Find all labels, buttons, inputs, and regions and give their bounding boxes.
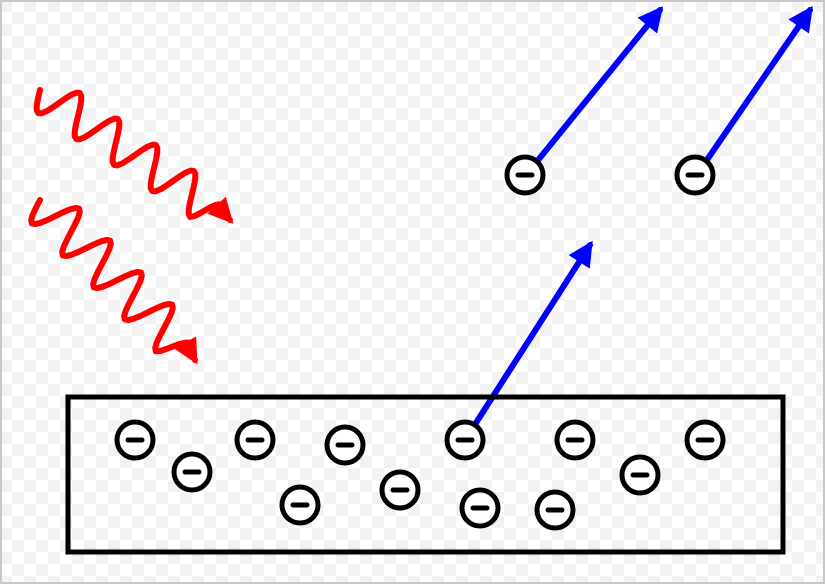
bound-electron-7 [447, 422, 483, 458]
bound-electron-2 [174, 454, 210, 490]
bound-electron-5 [327, 427, 363, 463]
bound-electron-12 [687, 422, 723, 458]
bound-electron-9 [537, 492, 573, 528]
bound-electron-1 [117, 422, 153, 458]
diagram-stage [0, 0, 825, 584]
bound-electron-6 [382, 472, 418, 508]
emitted-electron-1 [507, 157, 543, 193]
bound-electron-4 [282, 487, 318, 523]
bound-electron-3 [237, 422, 273, 458]
emitted-electron-2 [677, 157, 713, 193]
bound-electron-11 [622, 457, 658, 493]
diagram-svg [0, 0, 825, 584]
bound-electron-8 [462, 490, 498, 526]
bound-electron-10 [557, 422, 593, 458]
